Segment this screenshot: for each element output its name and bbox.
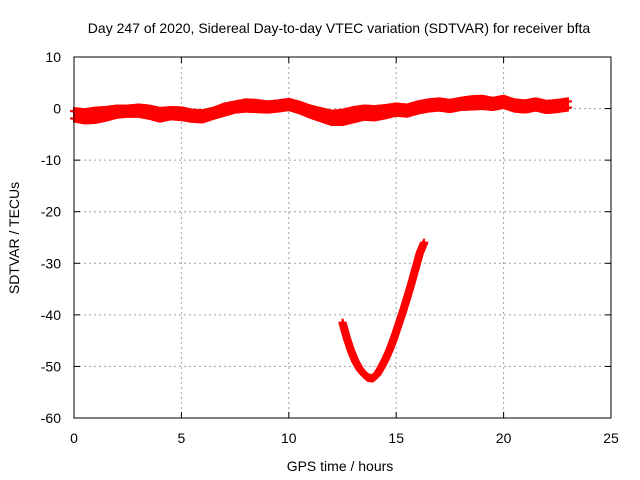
y-tick-label: -60	[41, 410, 61, 426]
x-tick-label: 25	[603, 430, 619, 446]
y-tick-label: -20	[41, 204, 61, 220]
data-point	[564, 103, 573, 112]
y-tick-label: 10	[45, 49, 61, 65]
y-tick-label: -30	[41, 255, 61, 271]
x-tick-label: 0	[70, 430, 78, 446]
data-layer	[70, 94, 573, 383]
y-tick-label: -50	[41, 358, 61, 374]
tick-layer: 0 5 10 15 20 25 10 0 -10 -20 -30 -40 -50 -60	[41, 49, 619, 446]
y-tick-label: -10	[41, 152, 61, 168]
x-tick-label: 15	[388, 430, 404, 446]
series-0	[70, 94, 573, 126]
x-axis-label: GPS time / hours	[287, 458, 394, 474]
grid-layer	[74, 57, 611, 418]
chart-title: Day 247 of 2020, Sidereal Day-to-day VTE…	[88, 20, 591, 36]
plot-frame	[73, 56, 612, 419]
data-point	[420, 238, 429, 247]
y-axis-label: SDTVAR / TECUs	[6, 182, 22, 294]
y-tick-label: -40	[41, 307, 61, 323]
x-tick-label: 20	[496, 430, 512, 446]
x-tick-label: 5	[178, 430, 186, 446]
y-tick-label: 0	[53, 101, 61, 117]
series-1	[338, 238, 429, 383]
x-tick-label: 10	[281, 430, 297, 446]
